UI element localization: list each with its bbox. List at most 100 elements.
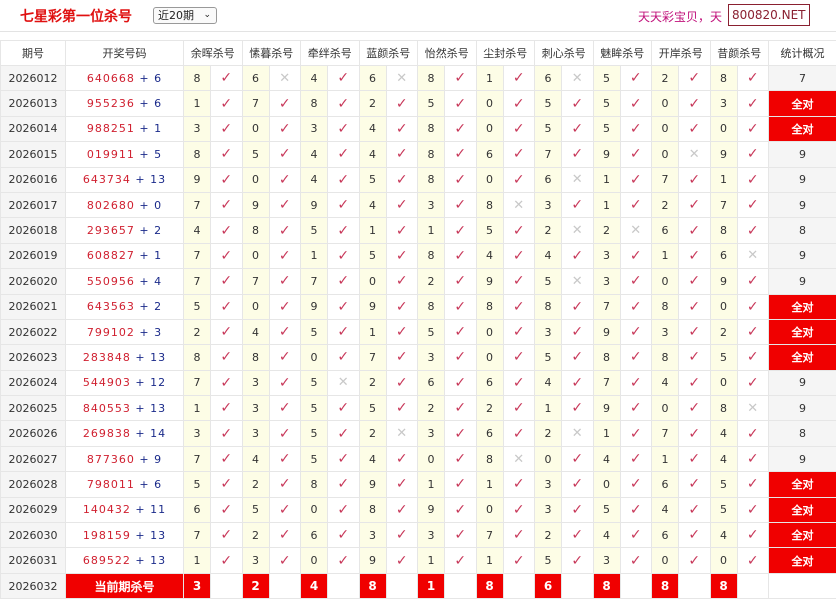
column-header: 怡然杀号 <box>417 40 477 66</box>
draw-numbers-cell: 608827 + 1 <box>65 242 184 270</box>
result-mark: ✓ <box>502 242 535 270</box>
check-icon: ✓ <box>395 146 408 163</box>
kill-number: 8 <box>417 242 445 270</box>
cross-icon: ✕ <box>571 273 583 289</box>
kill-number: 4 <box>534 369 562 397</box>
result-mark: ✓ <box>268 369 301 397</box>
draw-numbers-cell: 269838 + 14 <box>65 420 184 447</box>
marquee-text[interactable]: 天天彩宝贝，天 <box>637 10 722 24</box>
result-mark: ✓ <box>327 90 360 117</box>
result-mark: ✓ <box>268 115 301 143</box>
check-icon: ✓ <box>629 501 642 518</box>
check-icon: ✓ <box>688 451 701 468</box>
period-cell: 2026018 <box>0 217 66 244</box>
kill-number: 7 <box>475 522 504 549</box>
kill-number: 6 <box>651 471 679 498</box>
table-row: 2026024 544903 + 12 7 ✓ 3 ✓ 5 ✕ 2 ✓ 6 ✓ 6 ✓ 4 ✓ 7 ✓ 4 ✓ 0 ✓ 9 <box>0 369 836 397</box>
kill-number: 5 <box>300 445 328 473</box>
result-mark: ✓ <box>444 496 477 524</box>
draw-numbers: 640668 <box>86 71 135 85</box>
check-icon: ✓ <box>512 324 525 341</box>
kill-number: 5 <box>709 471 738 498</box>
table-row: 2026031 689522 + 13 1 ✓ 3 ✓ 0 ✓ 9 ✓ 1 ✓ 1 ✓ 5 ✓ 3 ✓ 0 ✓ 0 ✓ 全对 <box>0 547 836 574</box>
result-mark: ✓ <box>561 191 594 219</box>
result-mark: ✓ <box>444 445 477 473</box>
result-mark: ✓ <box>619 115 652 143</box>
plus-sign: + <box>130 401 151 415</box>
result-mark: ✓ <box>268 141 301 168</box>
kill-number: 5 <box>300 318 328 346</box>
result-mark: ✓ <box>385 191 418 219</box>
result-mark: ✓ <box>678 293 711 320</box>
kill-number: 3 <box>651 318 679 346</box>
result-mark: ✓ <box>619 318 652 346</box>
check-icon: ✓ <box>512 171 525 188</box>
draw-numbers-cell: 293657 + 2 <box>65 217 184 244</box>
kill-number: 3 <box>241 547 270 574</box>
kill-number: 2 <box>475 395 504 422</box>
result-mark: ✓ <box>210 166 243 193</box>
check-icon: ✓ <box>746 298 759 315</box>
result-mark: ✓ <box>268 496 301 524</box>
kill-number: 5 <box>417 318 445 346</box>
result-mark: ✓ <box>210 522 243 549</box>
check-icon: ✓ <box>571 476 584 493</box>
extra-number: 1 <box>154 249 163 263</box>
kill-number: 9 <box>592 318 621 346</box>
check-icon: ✓ <box>220 324 233 341</box>
result-mark: ✓ <box>444 242 477 270</box>
kill-number: 2 <box>358 90 387 117</box>
result-mark: ✓ <box>327 217 360 244</box>
kill-number: 8 <box>300 90 328 117</box>
kill-number: 2 <box>709 318 738 346</box>
draw-numbers-cell: 198159 + 13 <box>65 522 184 549</box>
result-mark: ✓ <box>561 318 594 346</box>
plus-sign: + <box>130 503 151 517</box>
result-mark: ✓ <box>678 90 711 117</box>
range-select[interactable]: 近20期 ⌄ <box>153 7 217 24</box>
check-icon: ✓ <box>220 197 233 214</box>
check-icon: ✓ <box>571 501 584 518</box>
kill-number: 0 <box>300 547 328 574</box>
table-row: 2026022 799102 + 3 2 ✓ 4 ✓ 5 ✓ 1 ✓ 5 ✓ 0 ✓ 3 ✓ 9 ✓ 3 ✓ 2 ✓ 全对 <box>0 318 836 346</box>
cross-icon: ✕ <box>571 223 583 239</box>
check-icon: ✓ <box>337 425 350 442</box>
table-row: 2026018 293657 + 2 4 ✓ 8 ✓ 5 ✓ 1 ✓ 1 ✓ 5 ✓ 2 ✕ 2 ✕ 6 ✓ 8 ✓ 8 <box>0 217 836 244</box>
kill-number: 5 <box>358 395 387 422</box>
kill-number: 9 <box>300 293 328 320</box>
check-icon: ✓ <box>278 247 291 264</box>
result-mark: ✓ <box>327 471 360 498</box>
result-mark: ✓ <box>210 344 243 371</box>
check-icon: ✓ <box>629 374 642 391</box>
kill-number: 4 <box>358 141 387 168</box>
draw-numbers: 544903 <box>82 376 131 390</box>
result-mark: ✕ <box>736 395 769 422</box>
result-mark: ✓ <box>502 64 535 92</box>
period-cell: 2026032 <box>0 572 66 600</box>
range-select-value: 近20期 <box>158 9 194 22</box>
result-mark: ✓ <box>619 395 652 422</box>
check-icon: ✓ <box>746 197 759 214</box>
kill-number: 6 <box>651 522 679 549</box>
check-icon: ✓ <box>454 298 467 315</box>
check-icon: ✓ <box>220 222 233 239</box>
result-mark: ✓ <box>210 471 243 498</box>
result-mark: ✓ <box>444 141 477 168</box>
check-icon: ✓ <box>629 552 642 569</box>
result-mark: ✓ <box>619 344 652 371</box>
kill-number: 7 <box>183 191 211 219</box>
check-icon: ✓ <box>395 400 408 417</box>
stat-cell: 9 <box>768 395 836 422</box>
check-icon: ✓ <box>278 527 291 544</box>
extra-number: 3 <box>154 325 163 339</box>
kill-number: 8 <box>241 344 270 371</box>
result-mark: ✓ <box>444 344 477 371</box>
kill-number: 3 <box>241 369 270 397</box>
result-mark: ✓ <box>502 141 535 168</box>
draw-numbers: 877360 <box>86 452 135 466</box>
check-icon: ✓ <box>571 400 584 417</box>
kill-number: 6 <box>475 369 504 397</box>
kill-number: 1 <box>534 395 562 422</box>
kill-number: 9 <box>358 471 387 498</box>
kill-number: 1 <box>475 64 504 92</box>
